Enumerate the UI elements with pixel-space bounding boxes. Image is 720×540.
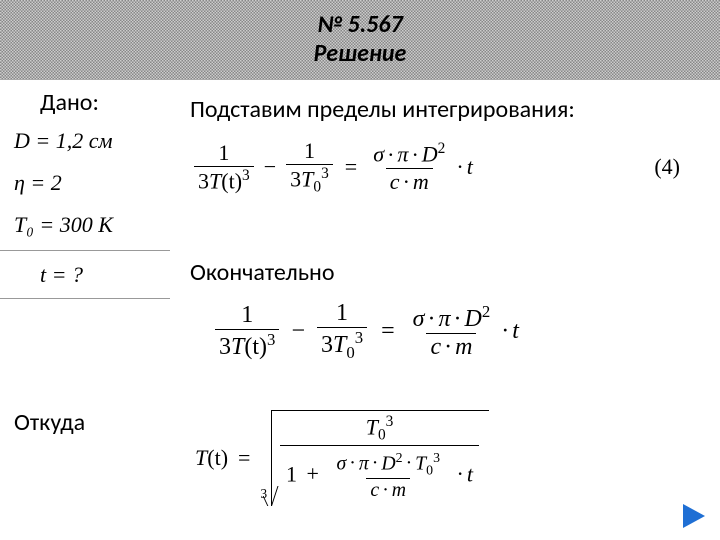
problem-number: № 5.567 — [317, 11, 403, 40]
whence-text: Откуда — [14, 408, 85, 437]
equation-1: 1 3T(t)3 − 1 3T03 = σ·π·D2 c·m ·t (4) — [190, 138, 690, 197]
given-D: D = 1,2 см — [14, 120, 113, 162]
solution-label: Решение — [314, 40, 407, 69]
equation-3: T(t) = 3 T03 1 + σ·π·D2·T03 c·m — [195, 410, 489, 506]
divider-1 — [0, 250, 170, 251]
finally-text: Окончательно — [190, 258, 334, 287]
next-arrow-icon[interactable] — [683, 504, 705, 528]
equation-2: 1 3T(t)3 − 1 3T03 = σ·π·D2 c·m ·t — [150, 300, 580, 363]
given-eta: η = 2 — [14, 162, 113, 204]
header-banner: № 5.567 Решение — [0, 0, 720, 80]
divider-2 — [0, 298, 170, 299]
given-list: D = 1,2 см η = 2 T₀ = 300 K — [14, 120, 113, 245]
substitute-text: Подставим пределы интегрирования: — [190, 95, 575, 124]
given-T0: T₀ = 300 K — [14, 204, 113, 246]
given-label: Дано: — [40, 88, 99, 117]
equation-number-4: (4) — [654, 154, 680, 180]
question: t = ? — [40, 262, 83, 288]
